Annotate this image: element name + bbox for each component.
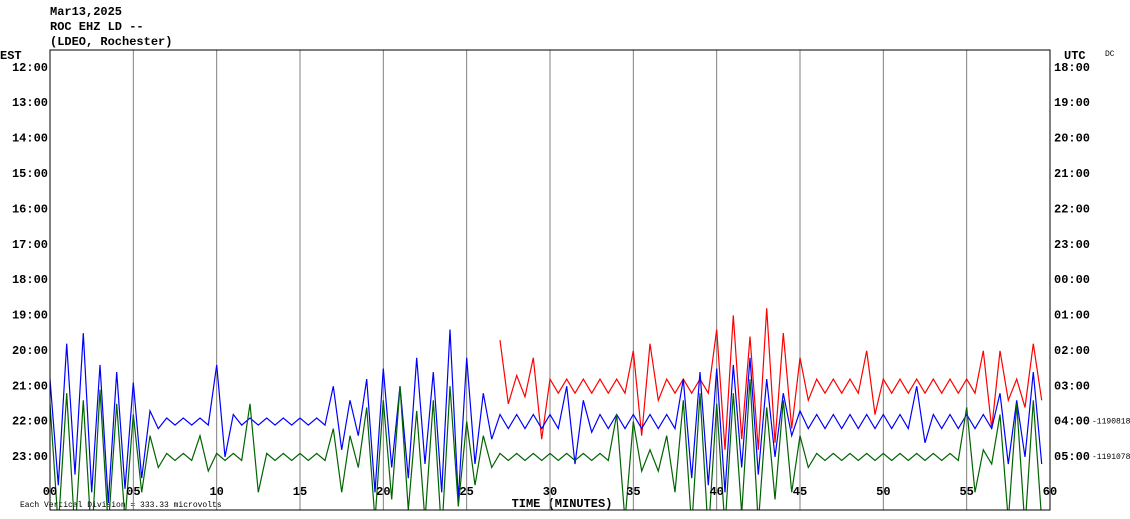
y-tick-label: 19:00 [12, 309, 48, 323]
y-tick-label: 18:00 [12, 273, 48, 287]
x-axis-label: TIME (MINUTES) [512, 497, 613, 511]
y2-tick-label: 21:00 [1054, 167, 1090, 181]
trace [50, 379, 1042, 510]
x-tick-label: 05 [126, 485, 140, 499]
y2-tick-label: 20:00 [1054, 132, 1090, 146]
x-tick-label: 60 [1043, 485, 1057, 499]
x-tick-label: 30 [543, 485, 557, 499]
y2-tick-label: 00:00 [1054, 273, 1090, 287]
plot-frame [49, 49, 1051, 511]
y2-tick-label: 19:00 [1054, 96, 1090, 110]
x-tick-label: 50 [876, 485, 890, 499]
x-tick-label: 15 [293, 485, 307, 499]
corner-label: DC [1105, 50, 1115, 59]
station: (LDEO, Rochester) [50, 35, 172, 49]
x-tick-label: 10 [209, 485, 223, 499]
left-axis-label: EST [0, 49, 22, 63]
y-tick-label: 14:00 [12, 132, 48, 146]
trace [499, 308, 1043, 450]
y-tick-label: 16:00 [12, 202, 48, 216]
title: Mar13,2025 [50, 5, 122, 19]
y2-tick-label: 01:00 [1054, 309, 1090, 323]
y2-tick-label: 22:00 [1054, 202, 1090, 216]
x-tick-label: 55 [959, 485, 973, 499]
footnote: Each Vertical Division = 333.33 microvol… [20, 501, 222, 510]
x-tick-label: 00 [43, 485, 57, 499]
y-tick-label: 23:00 [12, 450, 48, 464]
y2-tick-label: 23:00 [1054, 238, 1090, 252]
y-tick-label: 13:00 [12, 96, 48, 110]
trace [50, 329, 1043, 503]
y-tick-label: 20:00 [12, 344, 48, 358]
x-tick-label: 45 [793, 485, 807, 499]
y2-tick-label: 04:00 [1054, 415, 1090, 429]
x-tick-label: 40 [709, 485, 723, 499]
y-tick-label: 22:00 [12, 415, 48, 429]
y2-tick-label: 05:00 [1054, 450, 1090, 464]
x-tick-label: 25 [459, 485, 473, 499]
x-tick-label: 20 [376, 485, 390, 499]
row-annotation: -1191078 [1092, 453, 1130, 462]
row-annotation: -1190818 [1092, 418, 1130, 427]
y2-tick-label: 03:00 [1054, 379, 1090, 393]
right-axis-label: UTC [1064, 49, 1086, 63]
y-tick-label: 15:00 [12, 167, 48, 181]
subtitle: ROC EHZ LD -- [50, 20, 144, 34]
y-tick-label: 21:00 [12, 379, 48, 393]
labels: 00 05 10 15 20 25 30 35 40 45 50 55 60 12:00 13:00 14:0… [12, 61, 1130, 499]
y-tick-label: 12:00 [12, 61, 48, 75]
x-tick-label: 35 [626, 485, 640, 499]
y2-tick-label: 18:00 [1054, 61, 1090, 75]
y-tick-label: 17:00 [12, 238, 48, 252]
traces [50, 308, 1043, 510]
y2-tick-label: 02:00 [1054, 344, 1090, 358]
